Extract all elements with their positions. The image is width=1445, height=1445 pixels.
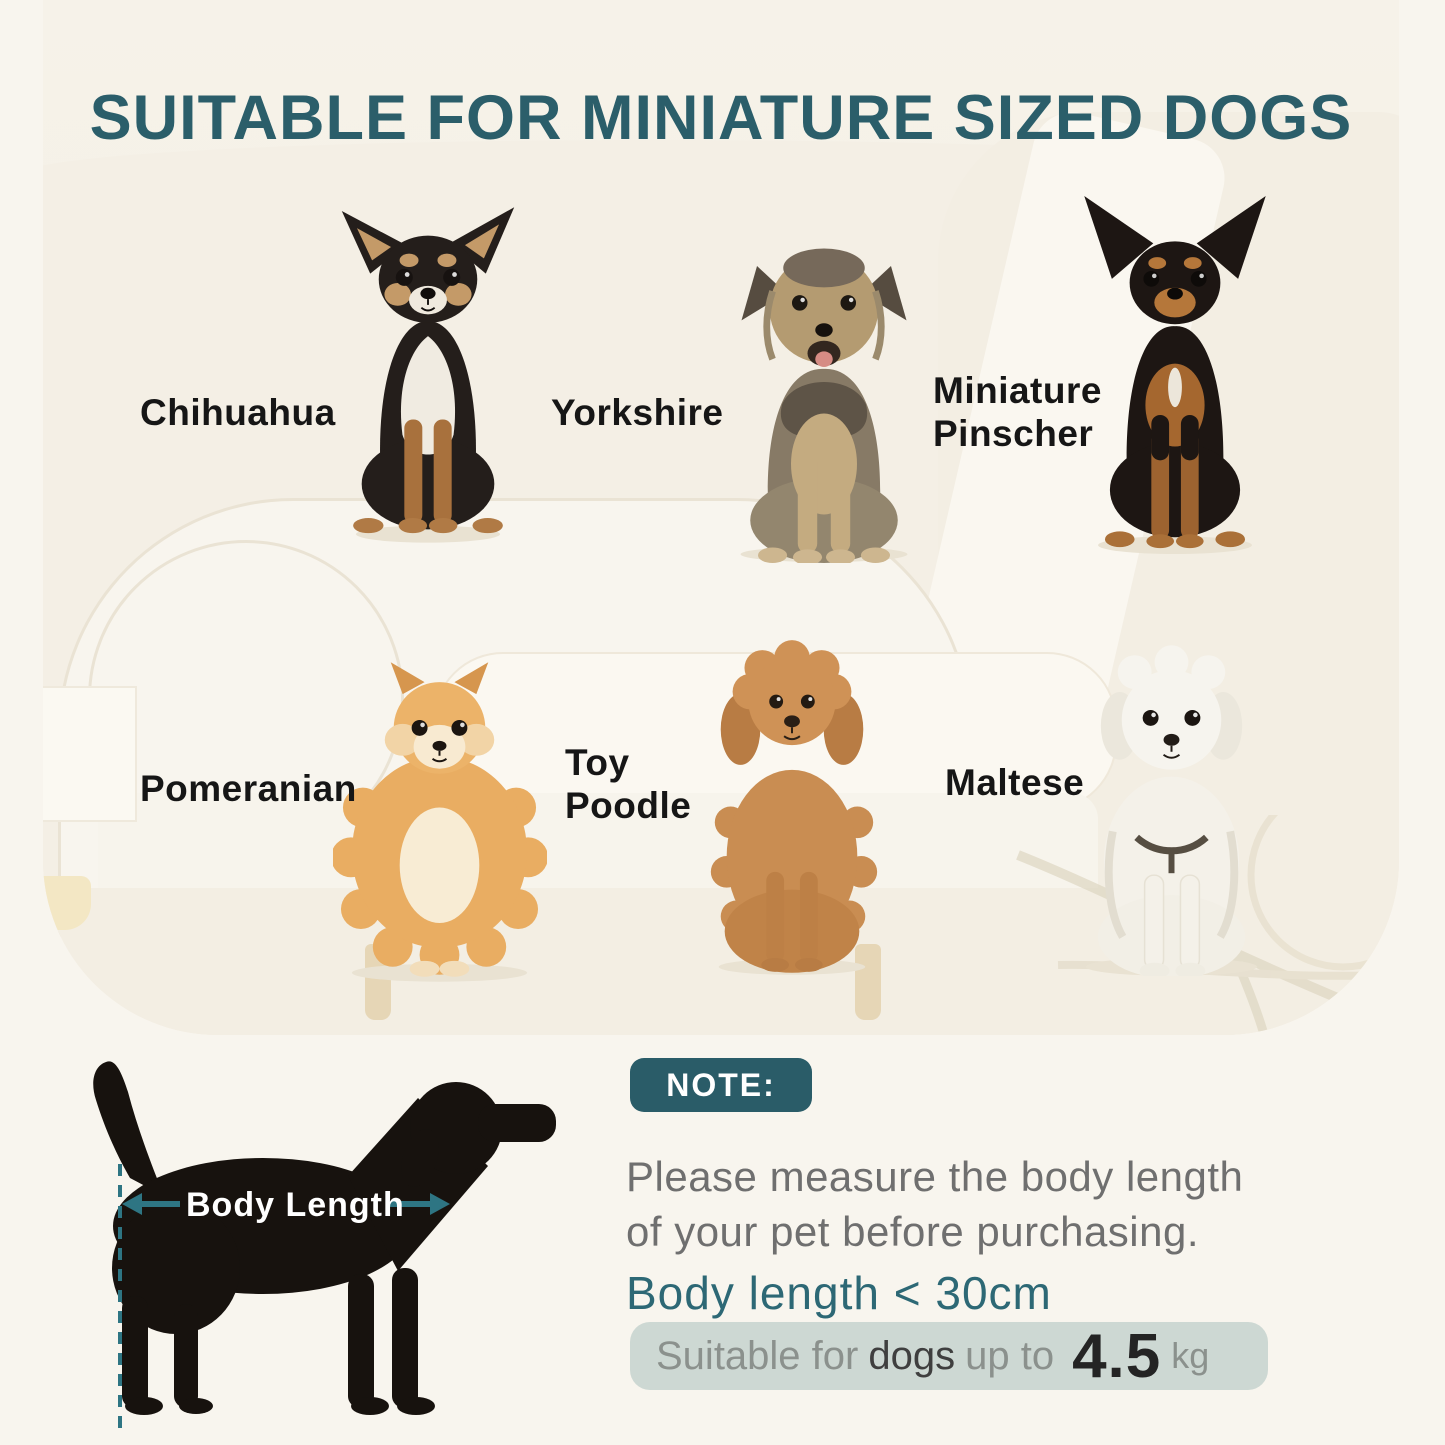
capacity-middle: up to <box>965 1333 1055 1378</box>
pomeranian-label: Pomeranian <box>140 768 357 809</box>
capacity-unit: kg <box>1171 1335 1210 1376</box>
chihuahua-photo <box>341 207 515 543</box>
side-table <box>43 686 137 822</box>
right-arrow-icon <box>430 1193 450 1215</box>
maltese-photo <box>1085 645 1258 976</box>
body-length-diagram-label: Body Length <box>186 1186 405 1224</box>
capacity-emphasis: dogs <box>868 1333 956 1378</box>
photo-panel: SUITABLE FOR MINIATURE SIZED DOGS <box>43 0 1399 1035</box>
capacity-pill: Suitable for dogs up to 4.5 kg <box>630 1321 1268 1391</box>
capacity-prefix: Suitable for <box>656 1333 859 1378</box>
toy-poodle-photo <box>710 640 878 975</box>
dog-silhouette-icon: Body Length <box>93 1061 556 1430</box>
left-arrow-icon <box>122 1193 142 1215</box>
note-badge: NOTE: <box>630 1058 812 1112</box>
miniature-pinscher-label: Miniature Pinscher <box>933 370 1102 454</box>
capacity-value: 4.5 <box>1072 1321 1162 1391</box>
toy-poodle-label: Toy Poodle <box>565 742 692 826</box>
pomeranian-photo <box>333 662 547 982</box>
pet-bowl <box>43 876 91 930</box>
yorkshire-label: Yorkshire <box>551 392 724 433</box>
note-text: Please measure the body length of your p… <box>626 1150 1243 1259</box>
chihuahua-label: Chihuahua <box>140 392 336 433</box>
note-text-line2: of your pet before purchasing. <box>626 1207 1200 1255</box>
note-text-line1: Please measure the body length <box>626 1153 1244 1200</box>
page-title: SUITABLE FOR MINIATURE SIZED DOGS <box>89 83 1353 153</box>
maltese-label: Maltese <box>945 762 1085 803</box>
yorkshire-photo <box>740 248 908 563</box>
sofa-leg <box>855 944 881 1020</box>
body-length-spec: Body length < 30cm <box>626 1267 1052 1319</box>
miniature-pinscher-photo <box>1084 196 1266 555</box>
